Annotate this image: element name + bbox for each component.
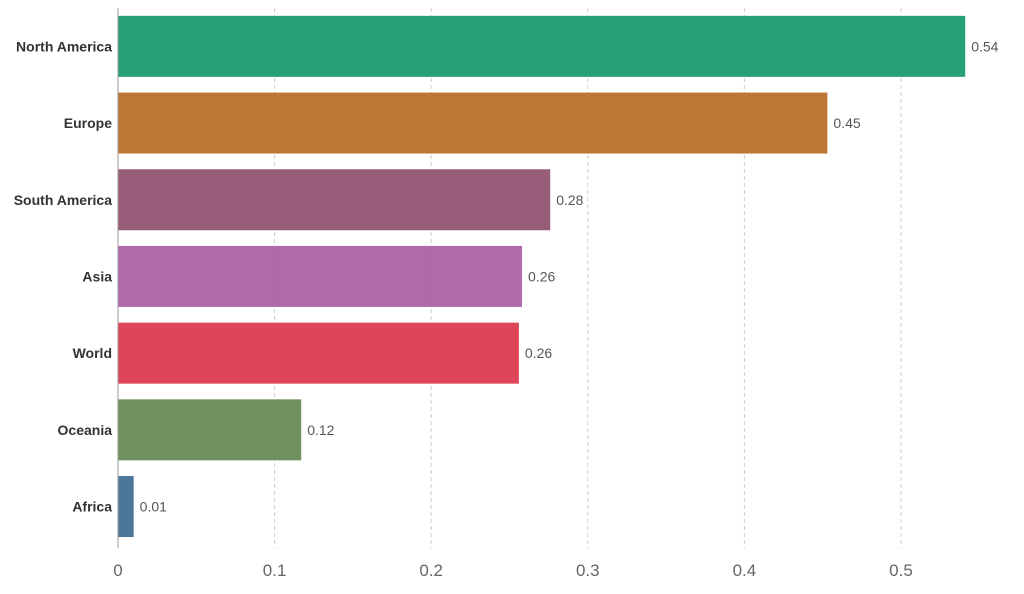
category-label: North America <box>16 38 112 54</box>
value-label: 0.45 <box>833 115 860 131</box>
bar-south-america[interactable] <box>118 169 551 231</box>
axis-layer: 0 0.1 0.2 0.3 0.4 0.5 <box>113 8 913 580</box>
value-label: 0.28 <box>556 192 583 208</box>
bar-europe[interactable] <box>118 92 828 154</box>
bar-africa[interactable] <box>118 476 134 538</box>
value-label: 0.26 <box>525 345 552 361</box>
category-label: Oceania <box>58 422 113 438</box>
bar-oceania[interactable] <box>118 399 302 461</box>
bar-asia[interactable] <box>118 245 523 307</box>
bar-north-america[interactable] <box>118 15 966 77</box>
category-label: Asia <box>82 268 112 284</box>
value-label: 0.12 <box>307 422 334 438</box>
value-label: 0.54 <box>971 38 998 54</box>
bar-layer <box>118 15 966 538</box>
category-label: Europe <box>64 115 112 131</box>
category-label: South America <box>14 192 112 208</box>
x-tick-label: 0.5 <box>889 561 913 580</box>
label-layer: North America 0.54 Europe 0.45 South America… <box>14 38 999 514</box>
x-tick-label: 0 <box>113 561 122 580</box>
x-tick-label: 0.4 <box>733 561 757 580</box>
x-tick-label: 0.3 <box>576 561 600 580</box>
value-label: 0.01 <box>140 499 167 515</box>
category-label: Africa <box>72 499 112 515</box>
value-label: 0.26 <box>528 268 555 284</box>
x-tick-label: 0.2 <box>419 561 443 580</box>
x-tick-label: 0.1 <box>263 561 287 580</box>
category-label: World <box>73 345 112 361</box>
bar-world[interactable] <box>118 322 519 384</box>
